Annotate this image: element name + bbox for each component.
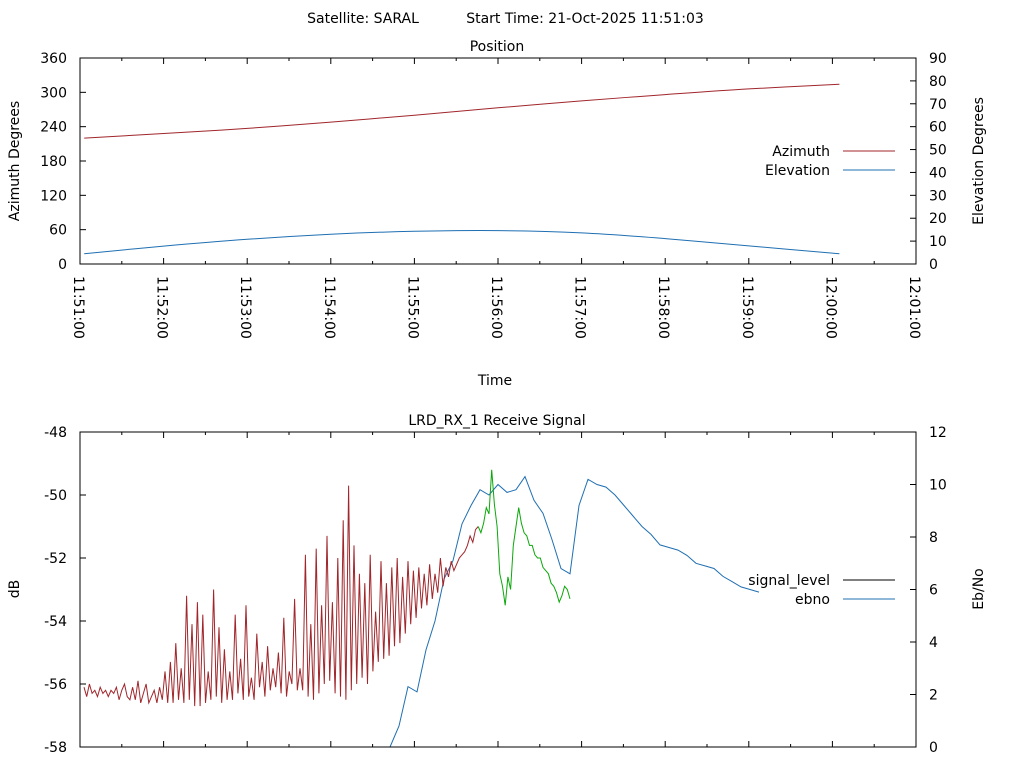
x-tick-label: 11:51:00 [70,276,86,339]
azimuth-line [84,83,840,139]
azimuth-tick-label: 300 [40,85,67,101]
receive-signal-chart-title: LRD_RX_1 Receive Signal [408,413,585,429]
signal-level-line-locked [477,469,571,606]
azimuth-tick-label: 360 [40,51,67,67]
x-tick-label: 11:58:00 [655,276,671,339]
legend-signal-level-label: signal_level [748,573,830,589]
ebno-line [389,475,760,748]
azimuth-tick-label: 60 [49,223,67,239]
elevation-tick-label: 50 [929,143,947,159]
x-tick-label: 11:53:00 [237,276,253,339]
elevation-tick-label: 10 [929,234,947,250]
x-tick-label: 11:59:00 [739,276,755,339]
x-tick-label: 11:57:00 [572,276,588,339]
azimuth-tick-label: 0 [58,257,67,273]
ebno-tick-label: 4 [929,635,938,651]
legend-azimuth-label: Azimuth [772,144,830,160]
elevation-tick-label: 70 [929,97,947,113]
elevation-tick-label: 90 [929,51,947,67]
ebno-tick-label: 12 [929,425,947,441]
ebno-tick-label: 10 [929,478,947,494]
x-tick-label: 11:52:00 [154,276,170,339]
elevation-tick-label: 60 [929,120,947,136]
position-x-axis-label: Time [477,373,512,389]
x-tick-label: 11:54:00 [321,276,337,339]
ebno-tick-label: 0 [929,740,938,756]
x-tick-label: 12:00:00 [822,276,838,339]
position-plot-frame [79,57,917,265]
x-tick-label: 11:56:00 [488,276,504,339]
db-tick-label: -54 [44,614,67,630]
elevation-tick-label: 80 [929,74,947,90]
azimuth-tick-label: 120 [40,188,67,204]
db-tick-label: -58 [44,740,67,756]
start-time-label: Start Time: 21-Oct-2025 11:51:03 [466,11,704,27]
ebno-tick-label: 2 [929,688,938,704]
signal-level-line [83,485,479,707]
legend-elevation-label: Elevation [765,163,830,179]
db-tick-label: -50 [44,488,67,504]
azimuth-axis-label: Azimuth Degrees [7,101,23,221]
db-tick-label: -56 [44,677,67,693]
ebno-tick-label: 6 [929,583,938,599]
elevation-line [84,230,840,255]
elevation-axis-label: Elevation Degrees [971,97,987,225]
db-tick-label: -48 [44,425,67,441]
elevation-tick-label: 40 [929,165,947,181]
position-chart-title: Position [470,39,525,55]
x-tick-label: 12:01:00 [906,276,922,339]
elevation-tick-label: 30 [929,188,947,204]
elevation-tick-label: 20 [929,211,947,227]
satellite-label: Satellite: SARAL [307,11,419,27]
ebno-axis-label: Eb/No [971,568,987,610]
legend-ebno-label: ebno [795,592,830,608]
receive-signal-chart: LRD_RX_1 Receive Signal -58 -56 -54 -52 -50 -… [7,413,987,756]
db-tick-label: -52 [44,551,67,567]
ebno-tick-label: 8 [929,530,938,546]
position-chart: Position 11:51:00 11:52:00 11:53:00 11:54:0… [7,39,987,389]
elevation-tick-label: 0 [929,257,938,273]
azimuth-tick-label: 240 [40,120,67,136]
x-tick-label: 11:55:00 [404,276,420,339]
azimuth-tick-label: 180 [40,154,67,170]
db-axis-label: dB [7,580,23,599]
